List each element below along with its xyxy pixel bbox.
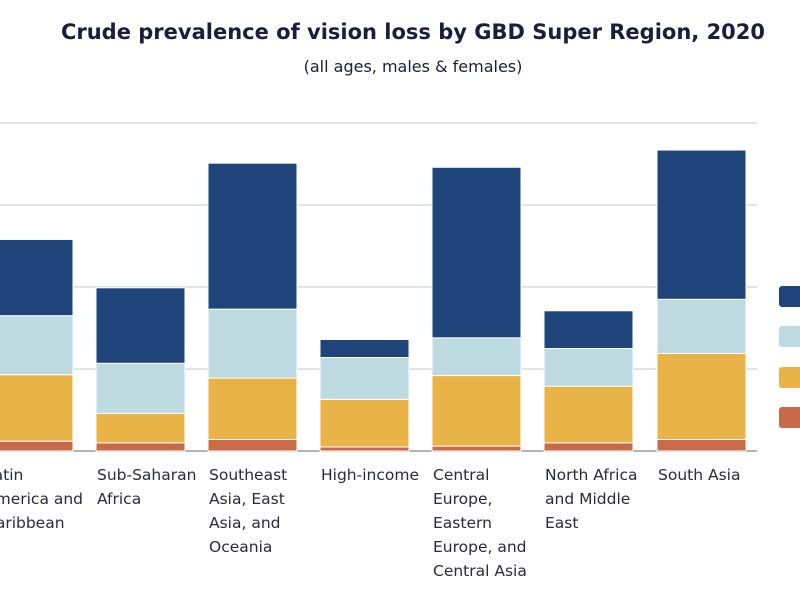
- x-tick-label: High-income: [321, 466, 419, 484]
- bar-segment: [543, 348, 634, 387]
- bar-segment: [207, 308, 298, 379]
- bar-segment: [95, 412, 186, 444]
- bar-segment: [319, 357, 410, 400]
- bar-segment: [431, 166, 522, 339]
- legend-swatch: [779, 326, 800, 347]
- bar-segment: [656, 149, 747, 300]
- bar-segment: [431, 337, 522, 377]
- bar-segment: [95, 287, 186, 364]
- bars: [0, 149, 747, 452]
- bar-segment: [543, 310, 634, 349]
- bar-segment: [656, 439, 747, 452]
- legend: [779, 286, 800, 428]
- bar-segment: [656, 352, 747, 441]
- bar-segment: [0, 440, 74, 452]
- bar-segment: [0, 315, 74, 376]
- x-tick-label: Southeast Asia, East Asia, and Oceania: [209, 466, 287, 556]
- bar-segment: [319, 398, 410, 448]
- x-tick-label: North Africa and Middle East: [545, 466, 638, 532]
- bar-segment: [543, 385, 634, 444]
- bar-segment: [543, 442, 634, 452]
- bar-segment: [656, 298, 747, 354]
- chart-title: Crude prevalence of vision loss by GBD S…: [60, 20, 766, 44]
- bar-segment: [0, 238, 74, 317]
- bar-segment: [319, 446, 410, 452]
- chart-subtitle: (all ages, males & females): [303, 57, 523, 76]
- bar-segment: [95, 362, 186, 414]
- x-tick-label: LatinAmerica andCaribbean: [0, 466, 83, 532]
- bar-segment: [431, 445, 522, 452]
- bar-segment: [207, 377, 298, 441]
- bar-segment: [431, 375, 522, 447]
- legend-swatch: [779, 286, 800, 307]
- legend-swatch: [779, 367, 800, 388]
- bar-segment: [95, 442, 186, 452]
- x-tick-label: Central Europe, Eastern Europe, and Central …: [433, 466, 527, 580]
- x-tick-label: South Asia: [658, 466, 740, 484]
- bar-segment: [319, 338, 410, 359]
- category-labels: LatinAmerica andCaribbean Sub-SaharanAfri…: [0, 466, 740, 580]
- bar-segment: [0, 374, 74, 442]
- bar-segment: [207, 439, 298, 452]
- x-tick-label: Sub-Saharan Africa: [97, 466, 196, 508]
- bar-segment: [207, 162, 298, 310]
- legend-swatch: [779, 407, 800, 428]
